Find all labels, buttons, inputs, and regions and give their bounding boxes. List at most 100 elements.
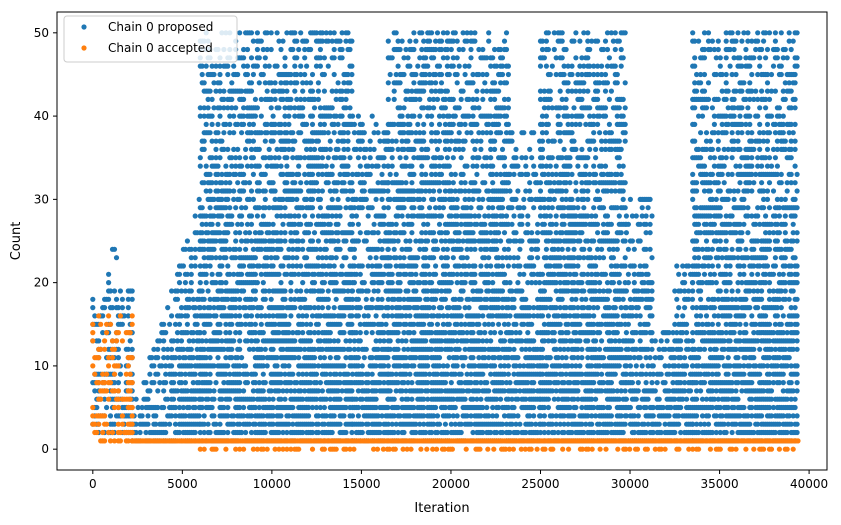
data-point [323, 146, 329, 152]
data-point [292, 63, 298, 69]
data-point [237, 404, 243, 411]
data-point [203, 371, 209, 377]
data-point [252, 421, 258, 427]
data-point [379, 196, 385, 202]
data-point [270, 413, 276, 419]
data-point [357, 321, 363, 327]
data-point [233, 305, 239, 311]
data-point [371, 321, 377, 327]
data-point [248, 146, 255, 152]
data-point [438, 238, 445, 244]
data-point [311, 305, 318, 311]
data-point [403, 338, 409, 344]
data-point [121, 313, 127, 319]
data-point [317, 355, 323, 361]
data-point [268, 96, 274, 102]
data-point [434, 30, 441, 36]
data-point [395, 146, 401, 152]
data-point [425, 363, 431, 369]
data-point [331, 263, 337, 269]
data-point [393, 388, 399, 394]
data-point [440, 363, 446, 369]
data-point [387, 171, 393, 177]
data-point [302, 96, 308, 102]
data-point [190, 355, 196, 361]
data-point [331, 305, 337, 311]
data-point [385, 313, 391, 319]
data-point [438, 171, 445, 177]
data-point [335, 338, 341, 344]
data-point [411, 280, 417, 286]
data-point [417, 196, 423, 202]
data-point [433, 163, 439, 169]
data-point [233, 205, 239, 211]
data-point [405, 363, 411, 369]
data-point [486, 213, 492, 219]
data-point [405, 213, 411, 219]
data-point [371, 146, 377, 152]
data-point [217, 80, 223, 86]
data-point [282, 313, 288, 319]
data-point [188, 280, 194, 286]
data-point [442, 271, 448, 277]
data-point [527, 188, 533, 194]
data-point [319, 163, 325, 169]
data-point [182, 288, 188, 294]
data-point [490, 171, 496, 177]
data-point [501, 163, 508, 169]
data-point [355, 296, 361, 302]
data-point [393, 221, 399, 227]
data-point [389, 163, 395, 169]
data-point [470, 429, 476, 436]
data-point [444, 88, 450, 94]
data-point [401, 205, 407, 211]
data-point [464, 205, 470, 211]
data-point [375, 163, 381, 169]
data-point [205, 96, 211, 102]
data-point [256, 188, 262, 194]
data-point [306, 271, 312, 277]
data-point [498, 355, 504, 361]
data-point [243, 429, 249, 436]
data-point [361, 180, 367, 186]
data-point [403, 46, 409, 53]
data-point [385, 180, 391, 186]
data-point [256, 146, 262, 152]
data-point [433, 238, 439, 244]
data-point [349, 180, 355, 186]
data-point [421, 88, 427, 94]
data-point [448, 130, 454, 136]
data-point [472, 213, 478, 219]
data-point [484, 71, 490, 78]
data-point [248, 55, 255, 61]
data-point [440, 113, 446, 119]
data-point [438, 388, 445, 394]
data-point [462, 121, 468, 127]
data-point [466, 305, 472, 311]
data-point [387, 346, 393, 352]
data-point [470, 138, 476, 144]
data-point [373, 121, 379, 127]
data-point [499, 63, 506, 69]
data-point [308, 46, 314, 53]
data-point [446, 413, 452, 419]
data-point [490, 313, 496, 319]
data-point [490, 280, 496, 286]
data-point [229, 213, 235, 219]
data-point [309, 71, 316, 78]
data-point [484, 88, 490, 94]
data-point [397, 80, 403, 86]
data-point [313, 246, 320, 252]
data-point [258, 246, 264, 252]
data-point [341, 413, 347, 419]
data-point [311, 288, 318, 294]
data-point [133, 396, 139, 402]
data-point [460, 288, 466, 294]
data-point [399, 388, 405, 394]
data-point [464, 255, 470, 261]
data-point [296, 46, 302, 53]
data-point [373, 338, 379, 344]
data-point [225, 296, 231, 302]
data-point [438, 288, 445, 294]
data-point [501, 230, 508, 236]
